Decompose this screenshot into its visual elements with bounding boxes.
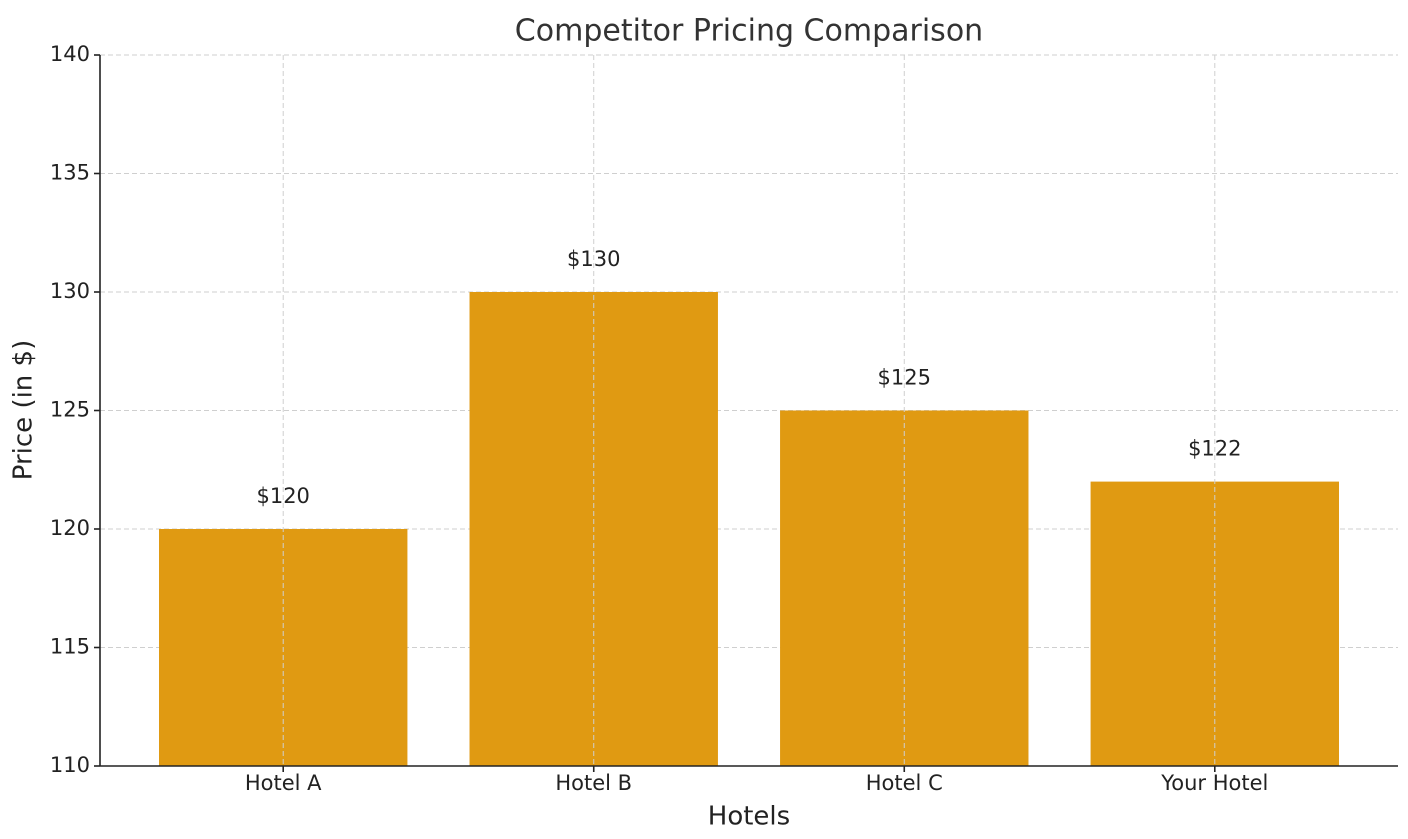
y-axis-label: Price (in $) <box>9 340 39 481</box>
x-tick-label: Hotel B <box>555 771 632 795</box>
y-tick-label: 140 <box>50 42 90 66</box>
y-tick-label: 115 <box>50 635 90 659</box>
y-tick-label: 120 <box>50 516 90 540</box>
y-tick-label: 135 <box>50 161 90 185</box>
x-tick-label: Your Hotel <box>1160 771 1268 795</box>
y-tick-label: 130 <box>50 279 90 303</box>
value-label: $130 <box>567 247 620 271</box>
value-label: $125 <box>878 366 931 390</box>
x-axis-label: Hotels <box>708 802 790 832</box>
value-label: $120 <box>256 484 309 508</box>
y-tick-label: 125 <box>50 398 90 422</box>
x-tick-label: Hotel C <box>866 771 943 795</box>
chart-title: Competitor Pricing Comparison <box>515 14 983 49</box>
y-tick-label: 110 <box>50 753 90 777</box>
value-label: $122 <box>1188 437 1241 461</box>
x-tick-label: Hotel A <box>245 771 322 795</box>
